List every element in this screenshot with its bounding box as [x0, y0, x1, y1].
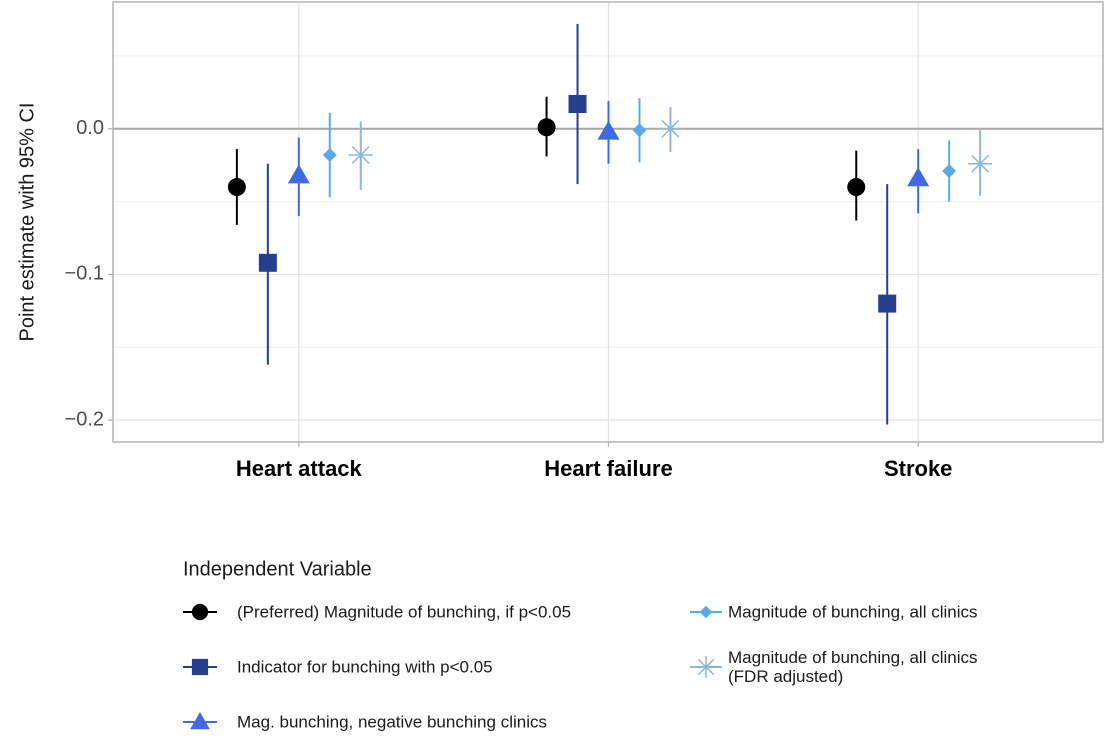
legend-label: (Preferred) Magnitude of bunching, if p<… — [237, 602, 572, 622]
point — [191, 603, 209, 621]
point — [287, 164, 310, 184]
point — [190, 712, 210, 730]
point — [568, 94, 587, 113]
legend-label: Mag. bunching, negative bunching clinics — [237, 712, 547, 732]
point — [907, 167, 930, 187]
point — [322, 147, 337, 162]
point — [258, 253, 277, 272]
asterisk-arm — [661, 119, 680, 138]
x-tick-label: Stroke — [884, 456, 952, 481]
point — [227, 178, 246, 197]
legend-label: Magnitude of bunching, all clinics — [728, 602, 978, 622]
panel-border — [112, 1, 1104, 443]
asterisk-arm — [697, 658, 715, 676]
point — [537, 118, 556, 137]
point — [847, 178, 866, 197]
legend-label: Magnitude of bunching, all clinics (FDR … — [728, 648, 978, 686]
point — [348, 142, 373, 167]
point — [632, 123, 647, 138]
point — [699, 605, 713, 619]
y-tick-label: −0.2 — [65, 408, 104, 430]
point — [968, 151, 993, 176]
legend-title: Independent Variable — [183, 558, 372, 580]
y-tick-label: −0.1 — [65, 263, 104, 285]
point — [942, 164, 957, 179]
y-axis-title: Point estimate with 95% CI — [16, 103, 38, 342]
point — [878, 294, 897, 313]
point — [695, 656, 717, 678]
x-tick-label: Heart attack — [236, 456, 363, 481]
asterisk-arm — [351, 145, 370, 164]
x-tick-label: Heart failure — [544, 456, 672, 481]
point — [597, 120, 620, 140]
asterisk-arm — [971, 154, 990, 173]
legend-label: Indicator for bunching with p<0.05 — [237, 657, 493, 677]
point — [658, 116, 683, 141]
point — [191, 658, 209, 676]
y-tick-label: 0.0 — [76, 117, 104, 139]
